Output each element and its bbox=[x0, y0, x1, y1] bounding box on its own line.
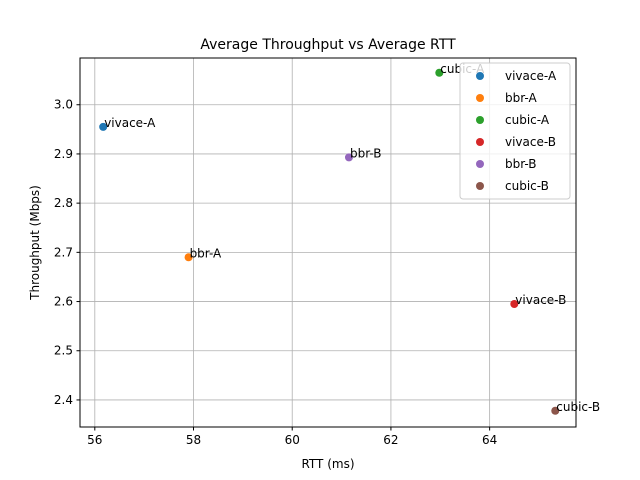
legend-frame bbox=[459, 62, 571, 200]
x-tick-label: 56 bbox=[87, 433, 102, 447]
y-tick-label: 2.9 bbox=[54, 147, 73, 161]
legend-label-bbr-B: bbr-B bbox=[505, 157, 537, 171]
legend-marker-cubic-B bbox=[476, 182, 484, 190]
annotation-vivace-B: vivace-B bbox=[515, 293, 566, 307]
legend-label-cubic-B: cubic-B bbox=[505, 179, 549, 193]
y-tick-label: 3.0 bbox=[54, 98, 73, 112]
data-point-vivace-A bbox=[99, 122, 108, 131]
data-point-cubic-B bbox=[551, 406, 560, 415]
x-tick-label: 58 bbox=[186, 433, 201, 447]
y-axis-label: Throughput (Mbps) bbox=[28, 185, 42, 301]
legend-marker-bbr-A bbox=[476, 94, 484, 102]
legend-marker-cubic-A bbox=[476, 116, 484, 124]
data-points bbox=[99, 68, 560, 415]
x-tick-label: 62 bbox=[383, 433, 398, 447]
annotation-bbr-B: bbr-B bbox=[350, 146, 382, 160]
x-axis-label: RTT (ms) bbox=[301, 457, 354, 471]
legend-marker-vivace-A bbox=[476, 72, 484, 80]
x-tick-label: 64 bbox=[482, 433, 497, 447]
legend-marker-vivace-B bbox=[476, 138, 484, 146]
x-tick-label: 60 bbox=[285, 433, 300, 447]
legend-label-bbr-A: bbr-A bbox=[505, 91, 537, 105]
data-point-bbr-B bbox=[344, 153, 353, 162]
legend-marker-bbr-B bbox=[476, 160, 484, 168]
chart-title: Average Throughput vs Average RTT bbox=[200, 37, 456, 53]
legend: vivace-A bbr-A cubic-A vivace-B bbr-B cubic-B bbox=[459, 62, 571, 200]
annotation-cubic-B: cubic-B bbox=[556, 400, 600, 414]
axis-ticks: 56 58 60 62 64 2.4 2.5 2.6 2.7 2.8 2.9 3.0 bbox=[54, 98, 497, 447]
legend-label-vivace-B: vivace-B bbox=[505, 135, 556, 149]
y-tick-label: 2.8 bbox=[54, 196, 73, 210]
y-tick-label: 2.5 bbox=[54, 344, 73, 358]
data-point-vivace-B bbox=[510, 300, 519, 308]
y-tick-label: 2.7 bbox=[54, 245, 73, 259]
plot-area-frame bbox=[79, 57, 577, 428]
y-tick-label: 2.4 bbox=[54, 393, 73, 407]
legend-label-cubic-A: cubic-A bbox=[505, 113, 550, 127]
grid-lines bbox=[80, 58, 576, 427]
legend-label-vivace-A: vivace-A bbox=[505, 69, 557, 83]
data-point-bbr-A bbox=[184, 253, 193, 262]
annotation-vivace-A: vivace-A bbox=[104, 116, 156, 130]
data-point-cubic-A bbox=[435, 68, 444, 77]
y-tick-label: 2.6 bbox=[54, 295, 73, 309]
annotation-bbr-A: bbr-A bbox=[190, 246, 222, 260]
